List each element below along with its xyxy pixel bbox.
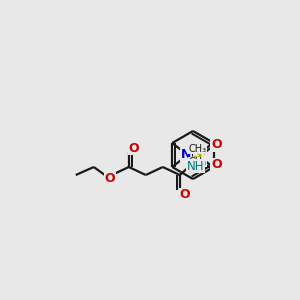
- Text: O: O: [128, 142, 139, 154]
- Text: O: O: [211, 158, 221, 172]
- Text: S: S: [194, 148, 203, 161]
- Text: CH₃: CH₃: [188, 157, 206, 167]
- Text: N: N: [181, 149, 191, 163]
- Text: CH₃: CH₃: [188, 144, 206, 154]
- Text: O: O: [104, 172, 115, 184]
- Text: NH: NH: [187, 160, 205, 172]
- Text: O: O: [179, 188, 190, 202]
- Text: O: O: [211, 139, 221, 152]
- Text: N: N: [181, 148, 191, 160]
